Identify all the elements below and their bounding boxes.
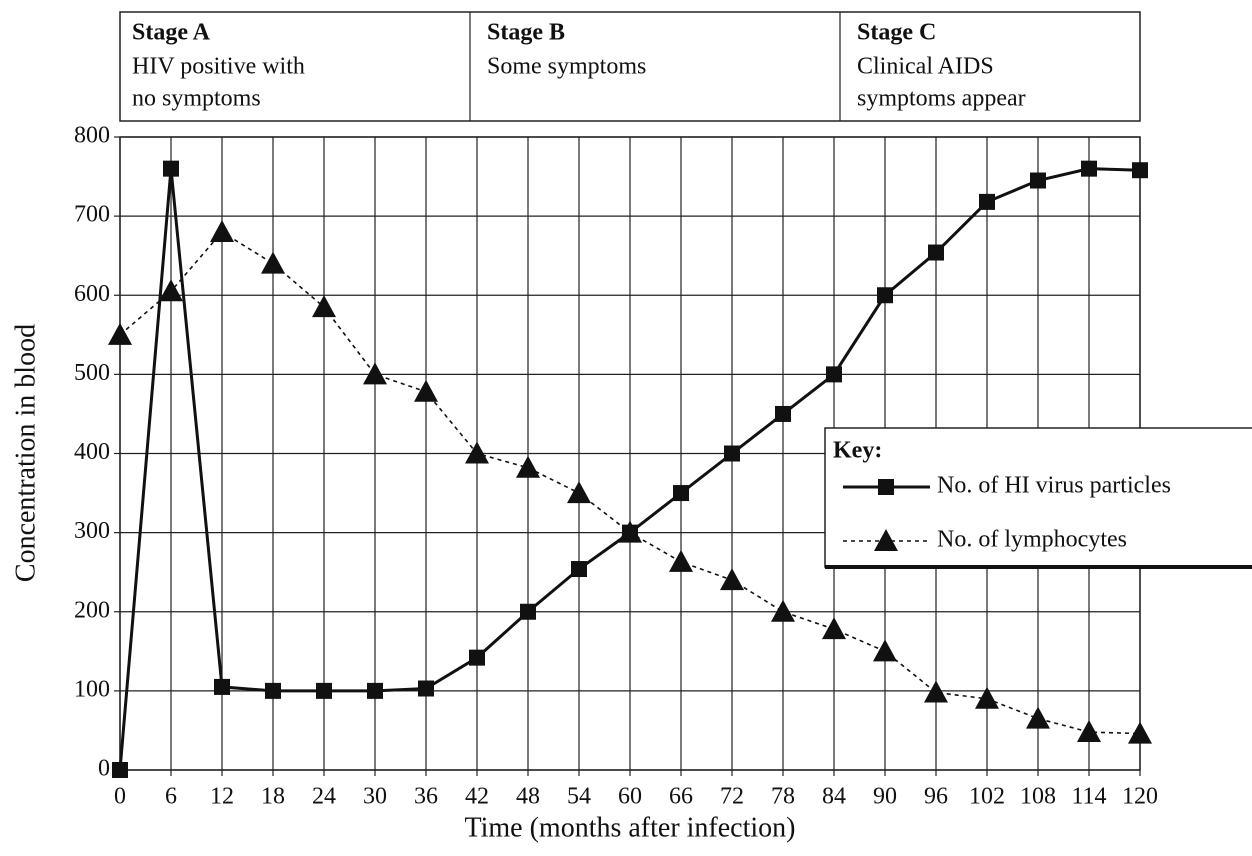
marker (571, 561, 587, 578)
marker (465, 441, 489, 464)
marker (1077, 720, 1101, 743)
y-tick-label: 800 (74, 123, 110, 149)
marker (363, 362, 387, 385)
marker (673, 485, 689, 502)
x-tick-label: 66 (669, 784, 693, 810)
marker (874, 529, 898, 551)
y-tick-label: 500 (74, 360, 110, 386)
marker (469, 649, 485, 666)
x-tick-label: 102 (969, 784, 1005, 810)
x-tick-label: 24 (312, 784, 336, 810)
legend-box (824, 427, 1252, 568)
marker (108, 322, 132, 345)
marker (877, 287, 893, 304)
marker (822, 617, 846, 640)
marker (720, 568, 744, 591)
stage-text: Clinical AIDS (857, 54, 994, 80)
legend-title: Key: (833, 438, 882, 464)
stage-name: Stage B (487, 20, 565, 46)
marker (771, 599, 795, 622)
marker (316, 682, 332, 699)
marker (878, 479, 894, 495)
marker (112, 762, 128, 778)
stage-text: symptoms appear (857, 86, 1026, 112)
marker (261, 251, 285, 274)
y-tick-label: 400 (74, 439, 110, 465)
marker (928, 244, 944, 261)
marker (367, 682, 383, 699)
marker (163, 160, 179, 177)
marker (1026, 706, 1050, 729)
x-tick-label: 48 (516, 784, 540, 810)
marker (159, 279, 183, 302)
x-tick-label: 90 (873, 784, 897, 810)
marker (210, 219, 234, 242)
x-tick-label: 60 (618, 784, 642, 810)
marker (826, 366, 842, 383)
marker (312, 295, 336, 318)
marker (669, 549, 693, 572)
marker (873, 639, 897, 662)
marker (979, 193, 995, 210)
x-tick-label: 72 (720, 784, 744, 810)
legend-label: No. of lymphocytes (937, 527, 1127, 553)
x-tick-label: 84 (822, 784, 846, 810)
x-tick-label: 36 (414, 784, 438, 810)
y-tick-label: 700 (74, 202, 110, 228)
stage-text: Some symptoms (487, 54, 646, 80)
y-tick-label: 600 (74, 281, 110, 307)
x-tick-label: 96 (924, 784, 948, 810)
x-tick-label: 42 (465, 784, 489, 810)
stage-text: no symptoms (132, 86, 261, 112)
stage-text: HIV positive with (132, 54, 305, 80)
marker (414, 379, 438, 402)
marker (418, 680, 434, 697)
stage-name: Stage C (857, 20, 936, 46)
x-tick-label: 54 (567, 784, 591, 810)
marker (214, 678, 230, 695)
x-tick-label: 114 (1071, 784, 1106, 810)
marker (924, 680, 948, 703)
legend: Key: No. of HI virus particles No. of lymp… (824, 427, 1252, 569)
y-axis-label: Concentration in blood (10, 324, 41, 582)
marker (724, 445, 740, 462)
stage-name: Stage A (132, 20, 211, 46)
x-axis-label: Time (months after infection) (464, 812, 795, 843)
y-tick-label: 300 (74, 518, 110, 544)
marker (265, 682, 281, 699)
y-tick-label: 100 (74, 676, 110, 702)
marker (1081, 160, 1097, 177)
legend-label: No. of HI virus particles (937, 473, 1171, 499)
x-tick-label: 120 (1122, 784, 1158, 810)
marker (516, 455, 540, 478)
x-tick-label: 30 (363, 784, 387, 810)
x-tick-label: 78 (771, 784, 795, 810)
marker (975, 686, 999, 709)
marker (1128, 721, 1152, 744)
marker (775, 405, 791, 422)
marker (520, 603, 536, 620)
y-tick-label: 0 (98, 756, 110, 782)
x-tick-label: 0 (114, 784, 126, 810)
marker (618, 520, 642, 543)
x-tick-label: 6 (165, 784, 177, 810)
marker (567, 481, 591, 504)
marker (1132, 162, 1148, 179)
x-tick-label: 12 (210, 784, 234, 810)
marker (1030, 172, 1046, 189)
x-tick-label: 18 (261, 784, 285, 810)
x-tick-label: 108 (1020, 784, 1056, 810)
y-tick-label: 200 (74, 597, 110, 623)
stage-bar (119, 11, 1141, 122)
